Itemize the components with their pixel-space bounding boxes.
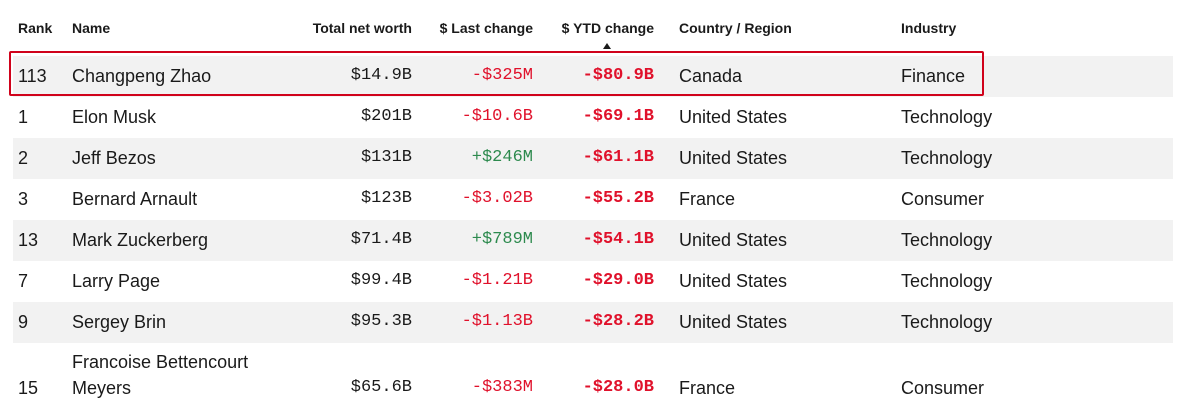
name-cell[interactable]: Changpeng Zhao xyxy=(72,66,212,86)
name-cell[interactable]: Sergey Brin xyxy=(72,312,167,332)
column-header-name[interactable]: Name xyxy=(72,20,111,36)
country-cell: United States xyxy=(679,107,788,127)
rank-cell: 2 xyxy=(18,148,29,168)
net-worth-cell: $95.3B xyxy=(350,312,412,331)
column-header-industry[interactable]: Industry xyxy=(901,20,957,36)
table-row[interactable]: 1 Elon Musk $201B -$10.6B -$69.1B United… xyxy=(13,97,1173,138)
last-change-cell: -$1.21B xyxy=(461,271,533,290)
net-worth-cell: $14.9B xyxy=(350,66,412,85)
name-cell-line-1[interactable]: Francoise Bettencourt xyxy=(72,352,249,372)
net-worth-cell: $99.4B xyxy=(350,271,412,290)
table-row[interactable]: 13 Mark Zuckerberg $71.4B +$789M -$54.1B… xyxy=(13,220,1173,261)
last-change-cell: -$3.02B xyxy=(461,189,533,208)
ytd-change-cell: -$29.0B xyxy=(582,271,654,290)
country-cell: United States xyxy=(679,230,788,250)
country-cell: France xyxy=(679,378,736,398)
country-cell: France xyxy=(679,189,736,209)
industry-cell: Technology xyxy=(901,271,993,291)
rank-cell: 7 xyxy=(18,271,29,291)
last-change-cell: +$246M xyxy=(471,148,533,167)
table-row[interactable]: 113 Changpeng Zhao $14.9B -$325M -$80.9B… xyxy=(13,56,1173,97)
industry-cell: Technology xyxy=(901,230,993,250)
net-worth-cell: $65.6B xyxy=(350,378,412,397)
rank-cell: 3 xyxy=(18,189,29,209)
last-change-cell: -$383M xyxy=(471,378,533,397)
table-header: Rank Name Total net worth $ Last change … xyxy=(0,0,1179,56)
last-change-cell: -$325M xyxy=(471,66,533,85)
last-change-cell: -$10.6B xyxy=(461,107,533,126)
table-row[interactable]: 3 Bernard Arnault $123B -$3.02B -$55.2B … xyxy=(13,179,1173,220)
name-cell-line-2[interactable]: Meyers xyxy=(72,378,132,398)
last-change-cell: -$1.13B xyxy=(461,312,533,331)
name-cell[interactable]: Jeff Bezos xyxy=(72,148,156,168)
rank-cell: 1 xyxy=(18,107,29,127)
industry-cell: Consumer xyxy=(901,189,985,209)
name-cell[interactable]: Bernard Arnault xyxy=(72,189,198,209)
table-row[interactable]: 9 Sergey Brin $95.3B -$1.13B -$28.2B Uni… xyxy=(13,302,1173,343)
net-worth-cell: $201B xyxy=(360,107,412,126)
column-header-rank[interactable]: Rank xyxy=(18,20,53,36)
rank-cell: 13 xyxy=(18,230,39,250)
country-cell: United States xyxy=(679,312,788,332)
net-worth-cell: $131B xyxy=(360,148,412,167)
country-cell: United States xyxy=(679,148,788,168)
ytd-change-cell: -$61.1B xyxy=(582,148,654,167)
column-header-net-worth[interactable]: Total net worth xyxy=(312,20,412,36)
industry-cell: Finance xyxy=(901,66,966,86)
table-row[interactable]: 2 Jeff Bezos $131B +$246M -$61.1B United… xyxy=(13,138,1173,179)
name-cell[interactable]: Larry Page xyxy=(72,271,161,291)
caret-up-icon xyxy=(603,43,611,49)
table-row[interactable]: 15 Francoise Bettencourt Meyers $65.6B -… xyxy=(13,343,1173,406)
country-cell: United States xyxy=(679,271,788,291)
industry-cell: Consumer xyxy=(901,378,985,398)
net-worth-cell: $123B xyxy=(360,189,412,208)
name-cell[interactable]: Mark Zuckerberg xyxy=(72,230,209,250)
ytd-change-cell: -$28.2B xyxy=(582,312,654,331)
table-row[interactable]: 7 Larry Page $99.4B -$1.21B -$29.0B Unit… xyxy=(13,261,1173,302)
ytd-change-cell: -$55.2B xyxy=(582,189,654,208)
name-cell[interactable]: Elon Musk xyxy=(72,107,157,127)
ytd-change-cell: -$80.9B xyxy=(582,66,654,85)
column-header-last-change[interactable]: $ Last change xyxy=(439,20,533,36)
rank-cell: 15 xyxy=(18,378,39,398)
net-worth-cell: $71.4B xyxy=(350,230,412,249)
country-cell: Canada xyxy=(679,66,743,86)
ytd-change-cell: -$28.0B xyxy=(582,378,654,397)
column-header-ytd-change[interactable]: $ YTD change xyxy=(561,20,654,36)
rank-cell: 9 xyxy=(18,312,29,332)
industry-cell: Technology xyxy=(901,312,993,332)
ytd-change-cell: -$54.1B xyxy=(582,230,654,249)
last-change-cell: +$789M xyxy=(471,230,533,249)
column-header-country[interactable]: Country / Region xyxy=(679,20,792,36)
rank-cell: 113 xyxy=(18,66,47,86)
industry-cell: Technology xyxy=(901,107,993,127)
ytd-change-cell: -$69.1B xyxy=(582,107,654,126)
industry-cell: Technology xyxy=(901,148,993,168)
